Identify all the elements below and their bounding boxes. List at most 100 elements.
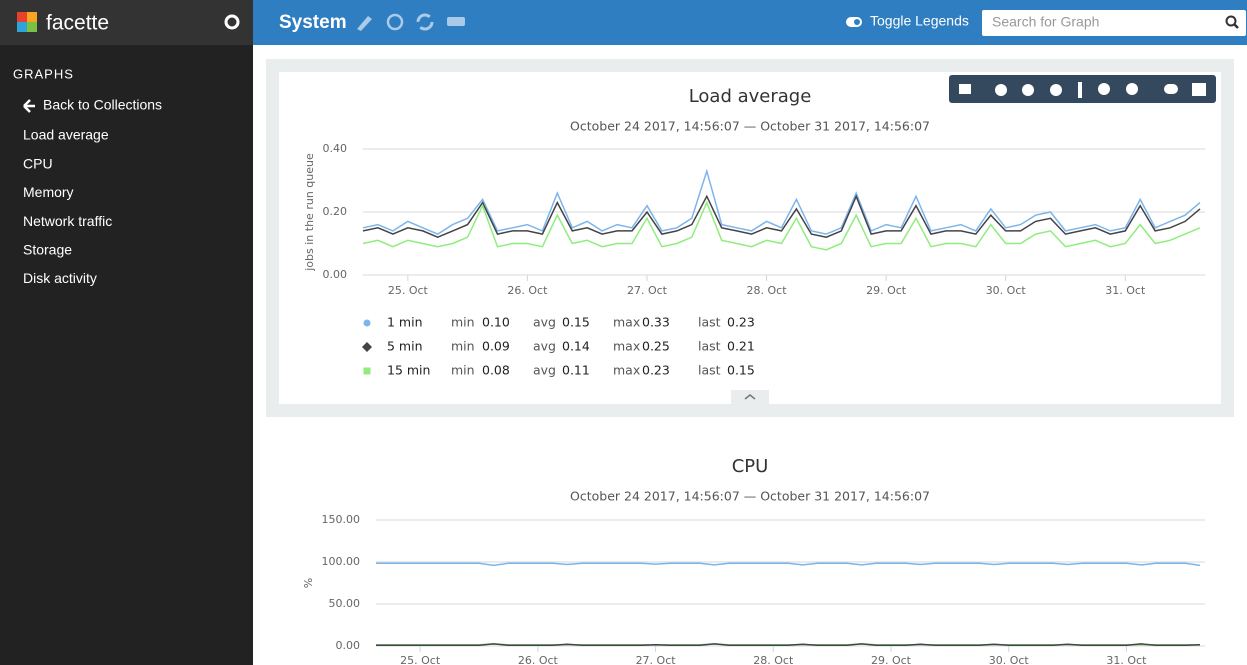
series-line [362,200,1201,251]
y-tick-label: 150.00 [322,513,361,526]
tool-link[interactable] [1164,84,1178,94]
y-axis-label: % [302,578,315,588]
settings-button[interactable] [224,14,240,30]
x-tick-label: 29. Oct [866,284,907,297]
nav-item[interactable]: Load average [23,127,109,143]
x-tick-label: 25. Oct [400,654,441,665]
back-link[interactable]: Back to Collections [43,97,162,113]
legend-stat-value: 0.09 [482,339,510,354]
page-title: System [279,12,347,33]
x-tick-label: 31. Oct [1105,284,1146,297]
x-tick-label: 28. Oct [753,654,794,665]
legend-stat-name: min [451,315,475,330]
legend-stat-name: max [613,339,640,354]
graph-card [279,72,1221,404]
legend-stat-value: 0.15 [562,315,590,330]
x-tick-label: 31. Oct [1106,654,1147,665]
legend-stat-value: 0.33 [642,315,670,330]
legend-stat-value: 0.23 [727,315,755,330]
nav-item[interactable]: Storage [23,242,72,258]
section-title: GRAPHS [13,66,74,81]
series-line [362,194,1201,239]
x-tick-label: 29. Oct [871,654,912,665]
legend-stat-name: last [698,339,721,354]
legend-collapse[interactable] [731,390,769,404]
legend-stat-value: 0.21 [727,339,755,354]
tool-export[interactable] [1192,83,1206,96]
toggle-knob [854,19,860,25]
search-icon [1225,15,1239,29]
nav-item[interactable]: CPU [23,155,53,171]
graph-toolbar [949,75,1216,103]
series-line [376,562,1201,567]
nav-item[interactable]: Network traffic [23,213,112,229]
legend-stat-value: 0.10 [482,315,510,330]
legend-name: 1 min [387,315,423,330]
search-box[interactable] [982,10,1246,36]
legend-stat-value: 0.23 [642,363,670,378]
print-button[interactable] [447,17,465,26]
x-tick-label: 30. Oct [986,284,1027,297]
legend-marker [363,319,371,327]
x-tick-label: 27. Oct [627,284,668,297]
tool-edit[interactable] [959,84,971,94]
legend-marker [362,342,372,352]
y-tick-label: 0.20 [323,205,348,218]
x-tick-label: 28. Oct [747,284,788,297]
tool-time[interactable] [995,84,1007,96]
x-tick-label: 26. Oct [518,654,559,665]
legend-name: 15 min [387,363,430,378]
legend-stat-value: 0.14 [562,339,590,354]
refresh-button[interactable] [416,13,434,31]
back-arrow [23,99,35,113]
search-placeholder: Search for Graph [992,14,1099,30]
x-tick-label: 26. Oct [507,284,548,297]
edit-button[interactable] [357,16,372,31]
tool-reset[interactable] [1022,84,1034,96]
brand-bar [0,0,253,45]
chart-subtitle: October 24 2017, 14:56:07 — October 31 2… [570,119,930,134]
x-tick-label: 30. Oct [989,654,1030,665]
series-line [376,643,1201,647]
legend-stat-value: 0.15 [727,363,755,378]
tool-zoom-out[interactable] [1098,83,1110,95]
legend-marker [363,367,371,375]
chart-subtitle: October 24 2017, 14:56:07 — October 31 2… [570,489,930,504]
y-axis-label: jobs in the run queue [303,153,316,272]
legend-stat-name: avg [533,315,556,330]
logo [17,12,37,32]
header-icons [357,13,465,31]
time-button[interactable] [386,13,404,31]
tool-refresh[interactable] [1050,84,1062,96]
legend-stat-value: 0.25 [642,339,670,354]
legend-stat-name: avg [533,339,556,354]
tool-zoom-in[interactable] [1126,83,1138,95]
sidebar [0,0,253,665]
nav-item[interactable]: Memory [23,184,74,200]
chart-title: CPU [732,456,769,477]
legend-stat-name: min [451,363,475,378]
legend-name: 5 min [387,339,423,354]
legend-stat-value: 0.11 [562,363,590,378]
toggle-legends[interactable]: Toggle Legends [870,13,969,29]
nav-item[interactable]: Disk activity [23,270,97,286]
legend-stat-name: avg [533,363,556,378]
chart-title: Load average [689,86,812,107]
legend-stat-name: last [698,315,721,330]
legend-stat-name: min [451,339,475,354]
tool-range[interactable] [1078,82,1082,98]
y-tick-label: 0.00 [323,268,348,281]
legend-stat-name: max [613,315,640,330]
x-tick-label: 27. Oct [636,654,677,665]
series-line [362,168,1201,235]
graph-toolbar-icons [959,82,1206,98]
app-name: facette [46,12,109,35]
legend-stat-value: 0.08 [482,363,510,378]
legend-stat-name: last [698,363,721,378]
y-tick-label: 50.00 [329,597,361,610]
y-tick-label: 0.00 [336,639,361,652]
collapse-chevron [744,394,756,400]
y-tick-label: 100.00 [322,555,361,568]
